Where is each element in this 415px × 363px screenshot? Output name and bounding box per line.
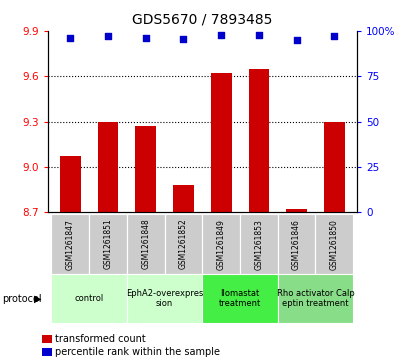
Point [180, 36, 187, 42]
Bar [173, 185, 194, 212]
Text: GSM1261848: GSM1261848 [141, 219, 150, 269]
Point [142, 35, 149, 41]
Bar [51, 274, 127, 323]
Bar [278, 214, 315, 274]
Bar [89, 214, 127, 274]
Text: Rho activator Calp
eptin treatment: Rho activator Calp eptin treatment [276, 289, 354, 308]
Text: GSM1261850: GSM1261850 [330, 219, 339, 270]
Text: ▶: ▶ [34, 294, 42, 303]
Bar [324, 122, 344, 212]
Bar [211, 73, 232, 212]
Text: control: control [75, 294, 104, 303]
Text: percentile rank within the sample: percentile rank within the sample [55, 347, 220, 357]
Bar [51, 214, 89, 274]
Point [105, 33, 111, 39]
Bar [315, 214, 353, 274]
Text: GSM1261851: GSM1261851 [104, 219, 112, 269]
Bar [203, 214, 240, 274]
Bar [278, 274, 353, 323]
Text: GSM1261847: GSM1261847 [66, 219, 75, 270]
Bar [249, 69, 269, 212]
Bar [127, 214, 165, 274]
Title: GDS5670 / 7893485: GDS5670 / 7893485 [132, 13, 273, 27]
Text: GSM1261853: GSM1261853 [254, 219, 264, 270]
Bar [60, 156, 81, 212]
Bar [98, 122, 118, 212]
Bar [240, 214, 278, 274]
Point [256, 32, 262, 38]
Text: GSM1261852: GSM1261852 [179, 219, 188, 269]
Text: GSM1261849: GSM1261849 [217, 219, 226, 270]
Text: GSM1261846: GSM1261846 [292, 219, 301, 270]
Bar [165, 214, 203, 274]
Bar [203, 274, 278, 323]
Text: Ilomastat
treatment: Ilomastat treatment [219, 289, 261, 308]
Point [331, 33, 337, 39]
Bar [286, 209, 307, 212]
Point [218, 32, 225, 38]
Point [293, 37, 300, 43]
Bar [135, 126, 156, 212]
Text: protocol: protocol [2, 294, 42, 303]
Text: transformed count: transformed count [55, 334, 146, 344]
Point [67, 35, 74, 41]
Bar [127, 274, 203, 323]
Text: EphA2-overexpres
sion: EphA2-overexpres sion [126, 289, 203, 308]
